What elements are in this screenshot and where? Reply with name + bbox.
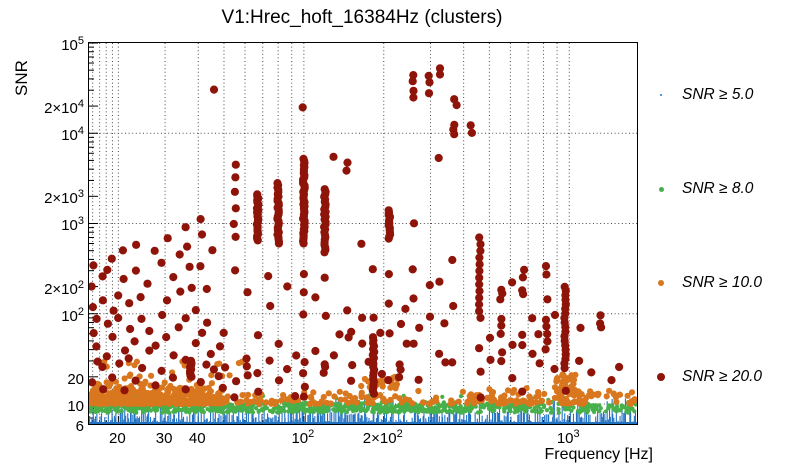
plot-area: [88, 42, 638, 425]
legend-item: SNR ≥ 20.0: [654, 366, 762, 388]
legend-item: SNR ≥ 8.0: [654, 178, 753, 200]
legend-label: SNR ≥ 10.0: [682, 274, 763, 291]
x-tick-label: 103: [556, 428, 580, 447]
y-tick-label: 2×102: [44, 278, 84, 298]
legend-marker-icon: [660, 94, 662, 96]
y-tick-label: 2×103: [44, 188, 84, 208]
legend-label: SNR ≥ 20.0: [682, 368, 763, 385]
y-tick-label: 105: [61, 35, 84, 54]
chart-title: V1:Hrec_hoft_16384Hz (clusters): [221, 7, 503, 28]
legend-item: SNR ≥ 5.0: [654, 84, 753, 106]
series-snr-ge-10: [89, 358, 637, 408]
x-tick-label: 102: [291, 428, 315, 447]
x-axis-label: Frequency [Hz]: [544, 446, 653, 463]
x-tick-label: 40: [188, 430, 206, 447]
series-snr-ge-20: [89, 64, 624, 402]
scatter-svg: [89, 43, 637, 424]
legend-label: SNR ≥ 8.0: [682, 180, 754, 197]
x-tick-label: 2×102: [362, 428, 403, 447]
x-tick-label: 20: [109, 430, 126, 447]
y-tick-label: 20: [67, 370, 84, 388]
legend-label: SNR ≥ 5.0: [682, 86, 754, 103]
y-tick-label: 2×104: [44, 98, 84, 118]
legend-marker-icon: [658, 280, 664, 286]
y-tick-label: 104: [61, 125, 84, 145]
legend: SNR ≥ 5.0 SNR ≥ 8.0 SNR ≥ 10.0 SNR ≥ 20.0: [654, 0, 804, 472]
y-tick-label: 10: [67, 397, 84, 415]
y-axis-label: SNR: [12, 60, 31, 96]
legend-marker-icon: [658, 186, 664, 192]
y-tick-label: 103: [61, 215, 84, 235]
x-tick-label: 30: [155, 430, 173, 447]
legend-marker-icon: [657, 373, 665, 381]
series-snr-ge-5: [89, 397, 637, 424]
y-tick-label: 6: [75, 418, 84, 435]
legend-item: SNR ≥ 10.0: [654, 272, 762, 294]
y-tick-label: 102: [61, 305, 84, 325]
